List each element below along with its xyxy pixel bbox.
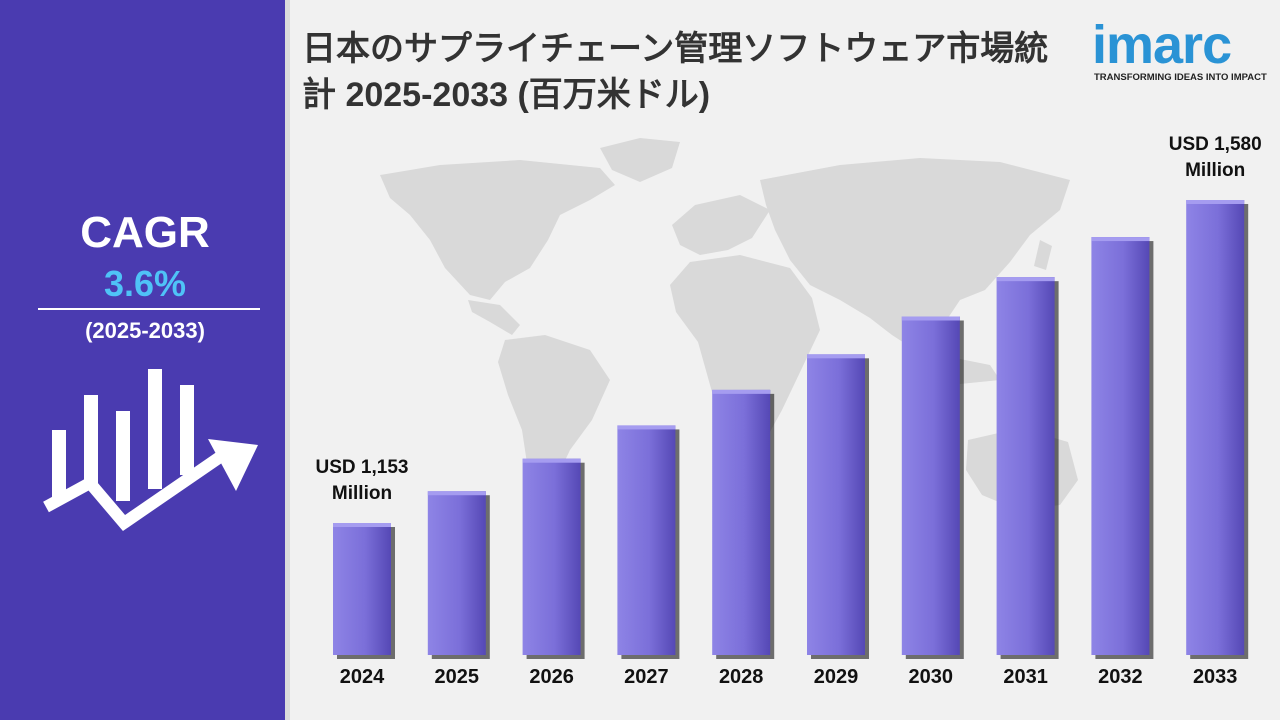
x-tick-label: 2025: [435, 666, 480, 688]
x-tick-label: 2031: [1003, 666, 1048, 688]
bar-cap: [617, 425, 676, 430]
bar-cap: [712, 389, 771, 394]
cagr-panel: [0, 0, 285, 720]
data-label: Million: [332, 483, 392, 504]
x-tick-label: 2024: [340, 666, 385, 688]
x-tick-label: 2027: [624, 666, 669, 688]
bar-cap: [427, 491, 486, 496]
bar-2025: [427, 491, 486, 655]
cagr-period: (2025-2033): [85, 318, 205, 343]
bar-2027: [617, 425, 676, 655]
x-tick-label: 2032: [1098, 666, 1143, 688]
bar-2024: [333, 523, 391, 655]
data-label: USD 1,580: [1169, 134, 1262, 155]
cagr-value: 3.6%: [103, 263, 187, 304]
x-tick-label: 2028: [719, 666, 764, 688]
chart-title: 日本のサプライチェーン管理ソフトウェア市場統計 2025-2033 (百万米ドル…: [302, 30, 1049, 114]
bar-2026: [522, 458, 581, 655]
bar-cap: [333, 523, 391, 527]
bar-cap: [901, 316, 960, 321]
bar-cap: [1186, 200, 1245, 204]
cagr-divider: [38, 308, 260, 310]
bar-2028: [712, 389, 771, 655]
panel-divider: [285, 0, 290, 720]
logo-tagline: TRANSFORMING IDEAS INTO IMPACT: [1094, 72, 1267, 83]
data-label: Million: [1185, 160, 1245, 181]
bar-2029: [807, 354, 865, 655]
bar-2031: [996, 277, 1055, 655]
bar-2032: [1091, 237, 1150, 656]
x-tick-label: 2033: [1193, 666, 1238, 688]
x-tick-label: 2030: [909, 666, 954, 688]
bar-2033: [1186, 200, 1245, 655]
logo-wordmark: imarc: [1092, 15, 1232, 75]
cagr-label: CAGR: [80, 208, 210, 257]
x-tick-label: 2026: [529, 666, 574, 688]
imarc-logo: imarc TRANSFORMING IDEAS INTO IMPACT: [1092, 15, 1267, 88]
data-label: USD 1,153: [316, 457, 409, 478]
bar-cap: [1091, 237, 1150, 242]
growth-chart-icon: [43, 369, 258, 532]
bar-cap: [996, 277, 1055, 282]
bar-cap: [522, 458, 581, 463]
x-tick-label: 2029: [814, 666, 859, 688]
bar-2030: [901, 316, 960, 655]
bar-cap: [807, 354, 865, 359]
